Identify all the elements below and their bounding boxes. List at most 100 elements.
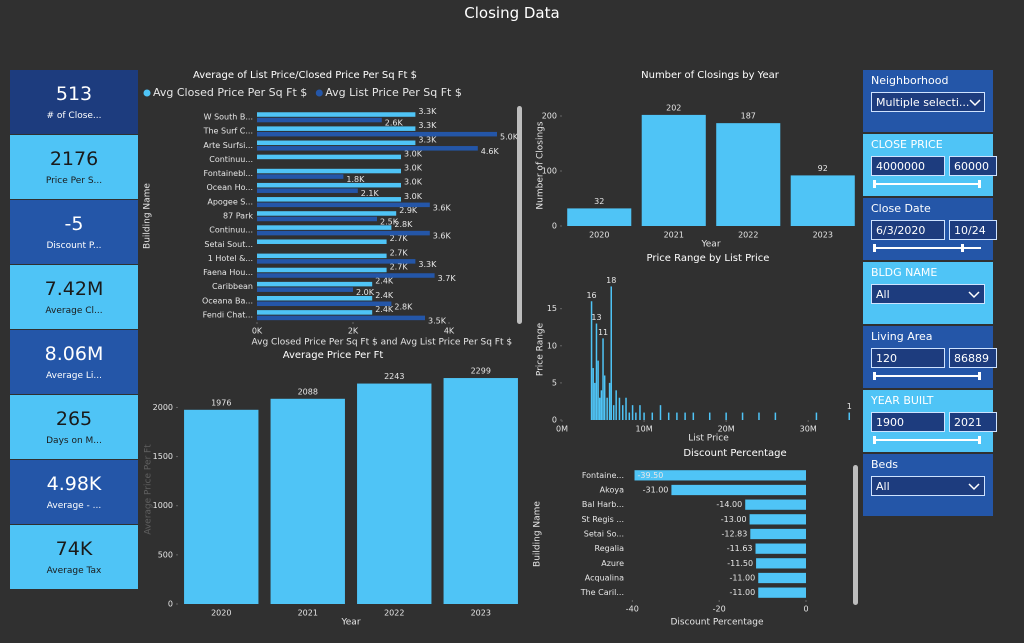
range-slider[interactable]: [871, 436, 983, 444]
bar: [257, 310, 373, 315]
data-label: 2299: [471, 367, 491, 376]
range-to[interactable]: 60000: [949, 156, 997, 176]
spike: [610, 286, 612, 420]
range-from[interactable]: 4000000: [871, 156, 945, 176]
charts: Average of List Price/Closed Price Per S…: [143, 70, 855, 628]
range-inputs: 120 86889: [871, 343, 997, 368]
bar: [257, 295, 373, 301]
bar: [567, 208, 632, 226]
bar: [257, 146, 478, 151]
x-tick-label: 2020: [211, 609, 231, 618]
bar: [790, 175, 855, 226]
slider-track: [873, 183, 981, 185]
dropdown-value: All: [876, 480, 890, 493]
chevron: [968, 285, 980, 303]
y-tick-label: 10: [547, 341, 557, 350]
dropdown-value: Multiple selecti...: [876, 96, 970, 109]
kpi-value: 513: [55, 83, 93, 105]
range-to[interactable]: 2021: [949, 412, 997, 432]
kpi-card: -5 Discount P...: [10, 200, 138, 264]
data-label: 2.8K: [394, 220, 413, 229]
bar: [257, 239, 387, 244]
chevron: [969, 93, 981, 111]
x-axis-title: Year: [340, 618, 360, 628]
range-slider[interactable]: [871, 372, 983, 380]
bar: [758, 572, 806, 584]
data-label: -31.00: [643, 486, 669, 495]
x-axis-title: Avg Closed Price Per Sq Ft $ and Avg Lis…: [251, 338, 512, 348]
scrollbar[interactable]: [853, 465, 858, 605]
spike: [676, 412, 678, 420]
spike: [643, 412, 645, 420]
range-slider[interactable]: [871, 180, 983, 188]
slider-handle[interactable]: [961, 244, 964, 252]
filter-section: Close Date 6/3/2020 10/24: [863, 198, 997, 260]
spike: [618, 397, 621, 420]
filter-section: Beds All: [863, 454, 993, 516]
legend-marker: [315, 89, 323, 97]
dropdown[interactable]: All: [871, 476, 985, 496]
range-to[interactable]: 86889: [949, 348, 997, 368]
data-label: 3.5K: [428, 316, 447, 325]
y-axis-title: Building Name: [143, 183, 153, 249]
kpi-card: 4.98K Average - ...: [10, 460, 138, 524]
x-tick-label: 0K: [252, 327, 263, 336]
slider-handle[interactable]: [873, 436, 876, 444]
range-from[interactable]: 6/3/2020: [871, 220, 945, 240]
data-label: 32: [594, 197, 604, 206]
range-inputs: 6/3/2020 10/24: [871, 215, 997, 240]
data-label: 2.4K: [375, 291, 394, 300]
bar: [756, 558, 806, 569]
x-tick-label: 2022: [738, 231, 758, 240]
y-tick-label: Azure: [601, 559, 624, 568]
dropdown[interactable]: All: [871, 284, 985, 304]
y-tick-label: 1000: [153, 501, 173, 510]
data-label: 3.6K: [433, 203, 452, 212]
spike: [815, 412, 818, 420]
y-tick-label: Caribbean: [212, 282, 253, 291]
kpi-card: 7.42M Average Cl...: [10, 265, 138, 329]
slider-handle[interactable]: [978, 372, 981, 380]
kpi-value: 7.42M: [44, 278, 104, 300]
range-from[interactable]: 1900: [871, 412, 945, 432]
data-label: 2088: [298, 387, 318, 396]
slider-handle[interactable]: [873, 372, 876, 380]
scrollbar[interactable]: [517, 106, 522, 324]
slider-handle[interactable]: [978, 436, 981, 444]
spike: [600, 390, 603, 420]
y-tick-label: Acqualina: [585, 574, 624, 583]
y-tick-label: 0: [552, 222, 557, 231]
range-to[interactable]: 10/24: [949, 220, 997, 240]
spike: [659, 405, 662, 420]
x-tick-label: 20M: [718, 425, 735, 434]
dropdown-value: All: [876, 288, 890, 301]
data-label: 2.4K: [375, 277, 394, 286]
bar: [257, 202, 430, 208]
bar: [257, 267, 387, 273]
slider-handle[interactable]: [873, 180, 876, 188]
bar: [758, 587, 806, 598]
range-from[interactable]: 120: [871, 348, 945, 368]
slider-handle[interactable]: [978, 180, 981, 188]
spike: [590, 301, 593, 420]
bar: [257, 259, 416, 264]
range-slider[interactable]: [871, 244, 983, 252]
data-label: -11.50: [727, 559, 753, 568]
bar: [257, 197, 401, 202]
slider-handle[interactable]: [873, 244, 876, 252]
spike: [603, 375, 606, 420]
data-label: 1.8K: [346, 175, 365, 184]
filter-label: Close Date: [871, 202, 931, 215]
data-label: 3.3K: [418, 260, 437, 269]
data-label: 2.7K: [390, 262, 409, 271]
bar: [671, 484, 806, 496]
y-axis-title: Building Name: [533, 501, 543, 567]
bar: [257, 281, 373, 287]
slider-track: [873, 439, 981, 441]
y-tick-label: 200: [542, 112, 557, 121]
dropdown[interactable]: Multiple selecti...: [871, 92, 985, 112]
kpi-value: -5: [64, 213, 84, 235]
y-tick-label: 2000: [153, 403, 173, 412]
slider-track: [873, 247, 981, 249]
filter-section: Neighborhood Multiple selecti...: [863, 70, 993, 132]
